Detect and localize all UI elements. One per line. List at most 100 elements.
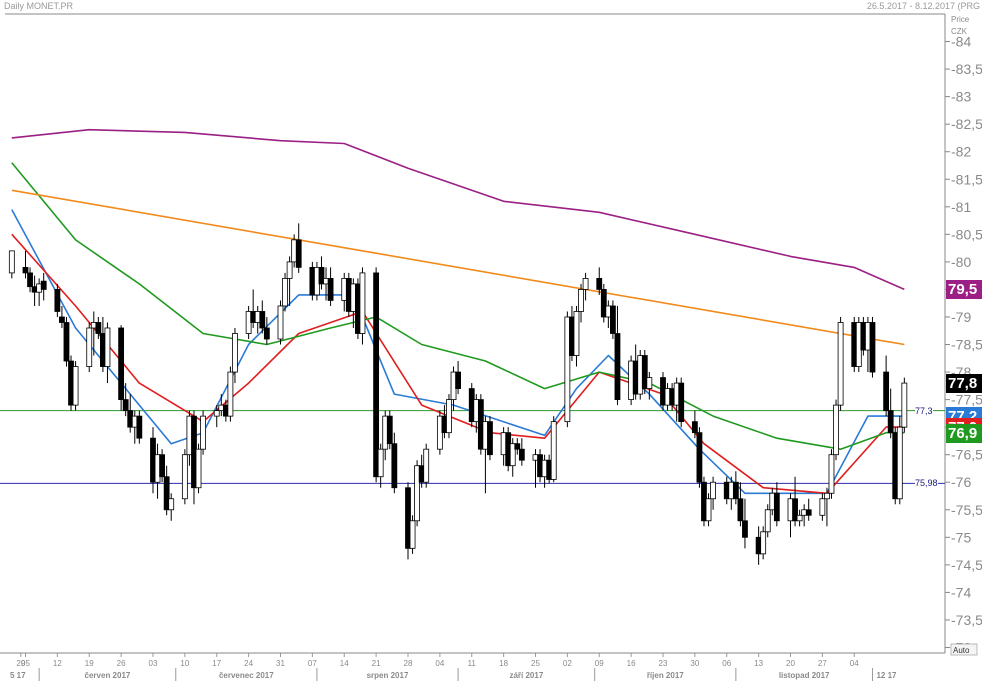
candle: [263, 316, 270, 345]
candle-body: [181, 454, 188, 500]
candle-body: [610, 305, 616, 334]
candle: [168, 493, 175, 521]
candle-body: [901, 382, 908, 428]
candle: [514, 438, 521, 455]
candle-body: [386, 415, 393, 445]
x-tick-label: 24: [244, 659, 253, 668]
candle: [86, 322, 93, 373]
candle-body: [446, 399, 452, 434]
y-tick-label: -84: [951, 34, 971, 50]
candle-body: [828, 454, 835, 494]
auto-button: [950, 643, 978, 656]
current-value-label: 79,5: [946, 280, 982, 300]
candle-body: [596, 278, 603, 290]
x-tick-label: 18: [499, 659, 508, 668]
x-tick-label: 21: [372, 659, 381, 668]
candle-body: [54, 289, 61, 312]
candle-body: [896, 426, 903, 500]
candle-body: [263, 327, 270, 340]
candle: [409, 515, 416, 554]
candle: [833, 399, 839, 461]
moving-average-line: [11, 128, 905, 291]
candle: [582, 272, 589, 301]
candle-body: [737, 498, 744, 522]
y-tick-label: -82: [951, 144, 971, 160]
candle: [446, 394, 452, 439]
candle: [646, 372, 653, 400]
month-label: červen 2017: [85, 671, 131, 680]
candle: [359, 267, 366, 345]
candle: [883, 355, 890, 417]
candle-body: [63, 322, 70, 362]
horizontal-line-label: 77,3: [915, 405, 933, 417]
candle: [600, 283, 607, 323]
candle: [564, 311, 571, 428]
candle-body: [414, 465, 421, 522]
candle: [824, 487, 830, 527]
candle-body: [213, 410, 220, 417]
candle-body: [8, 250, 15, 274]
x-tick-label: 04: [435, 659, 444, 668]
candle: [195, 443, 202, 494]
candle: [610, 300, 616, 340]
month-label: červenec 2017: [219, 671, 274, 680]
trendline: [11, 189, 905, 346]
candle-body: [168, 498, 175, 511]
date-range: 26.5.2017 - 8.12.2017 (PRG: [866, 1, 980, 11]
x-tick-label: 10: [180, 659, 189, 668]
candle: [901, 377, 908, 433]
candle: [377, 443, 384, 488]
month-label: srpen 2017: [367, 671, 409, 680]
candle-body: [696, 432, 703, 483]
candle-body: [409, 520, 416, 549]
candle: [518, 438, 525, 466]
candle: [181, 449, 188, 505]
candle-body: [277, 305, 284, 340]
x-tick-label: 12: [53, 659, 62, 668]
candle: [705, 493, 712, 527]
candle-body: [487, 421, 493, 456]
candle: [295, 223, 302, 273]
chart-title: Daily MONET.PR: [4, 1, 74, 11]
x-tick-label: 23: [659, 659, 668, 668]
candle: [8, 250, 15, 279]
candle-body: [22, 266, 29, 274]
candle: [104, 322, 111, 384]
candle-body: [600, 289, 607, 318]
moving-average-line: [11, 162, 905, 451]
y-tick-label: -79: [951, 309, 971, 325]
y-tick-label: -81: [951, 199, 971, 215]
candle-body: [423, 448, 430, 483]
horizontal-line-label: 75,98: [915, 478, 938, 490]
month-label: říjen 2017: [647, 671, 684, 680]
candle: [405, 482, 411, 560]
candle: [828, 449, 835, 499]
candle-body: [573, 311, 580, 356]
candle-body: [72, 366, 79, 406]
candle-body: [646, 377, 653, 389]
candle: [391, 432, 398, 494]
candle-body: [742, 520, 748, 538]
y-tick-label: -78,5: [951, 337, 982, 353]
candle-body: [887, 410, 894, 434]
candle-body: [295, 239, 302, 268]
candle-body: [705, 498, 712, 522]
candle: [423, 443, 430, 488]
candle-body: [122, 399, 129, 412]
month-label: 12 17: [876, 671, 897, 680]
x-tick-label: 09: [595, 659, 604, 668]
auto-label: Auto: [953, 646, 970, 655]
candle-body: [641, 355, 648, 389]
candle-body: [509, 443, 516, 467]
current-value-label: 77,8: [946, 374, 982, 394]
y-tick-label: -76,5: [951, 447, 982, 463]
y-tick-label: -77,5: [951, 392, 982, 408]
candle: [54, 283, 61, 317]
y-tick-label: -82,5: [951, 116, 982, 132]
candle-body: [760, 531, 767, 555]
y-tick-label: -75: [951, 529, 971, 545]
x-tick-label: 25: [531, 659, 540, 668]
candle-body: [455, 371, 461, 389]
